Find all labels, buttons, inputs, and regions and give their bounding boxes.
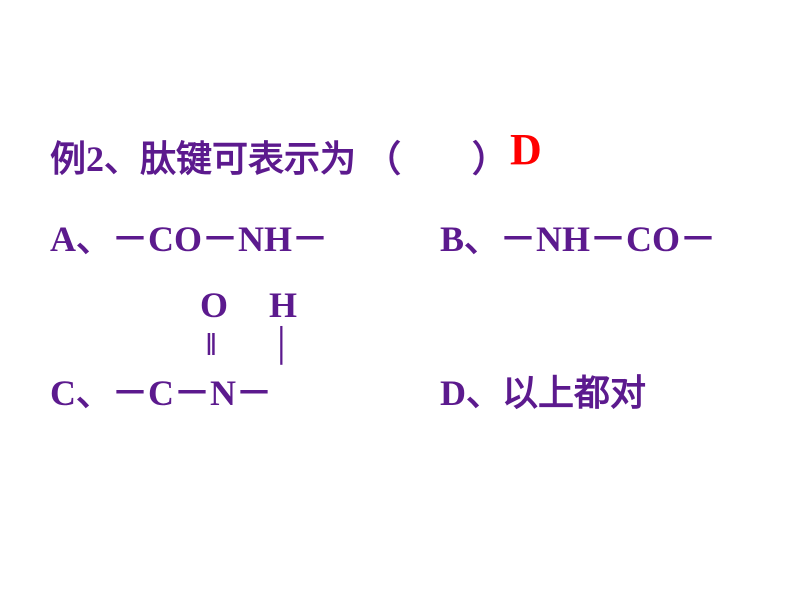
question-line: 例2、肽键可表示为 （ D ） <box>50 130 750 182</box>
question-prefix: 例2、肽键可表示为 （ <box>50 139 401 179</box>
answer-letter: D <box>510 124 542 175</box>
question-suffix: ） <box>472 139 508 179</box>
atom-o: O <box>200 284 260 326</box>
structure-bonds: ‖ │ <box>206 326 293 363</box>
options-row-2: C、－C－N－ D、以上都对 <box>50 364 750 416</box>
atom-h: H <box>269 284 297 326</box>
option-d: D、以上都对 <box>440 364 646 416</box>
slide-content: 例2、肽键可表示为 （ D ） A、－CO－NH－ B、－NH－CO－ O H … <box>0 0 800 444</box>
structure-top-atoms: O H <box>200 284 297 326</box>
option-a: A、－CO－NH－ <box>50 210 440 262</box>
option-b: B、－NH－CO－ <box>440 210 716 262</box>
single-bond: │ <box>270 326 293 363</box>
options-row-1: A、－CO－NH－ B、－NH－CO－ <box>50 210 750 262</box>
structure-block: O H ‖ │ C、－C－N－ D、以上都对 <box>50 284 750 444</box>
option-c: C、－C－N－ <box>50 364 440 416</box>
double-bond: ‖ <box>206 326 262 363</box>
